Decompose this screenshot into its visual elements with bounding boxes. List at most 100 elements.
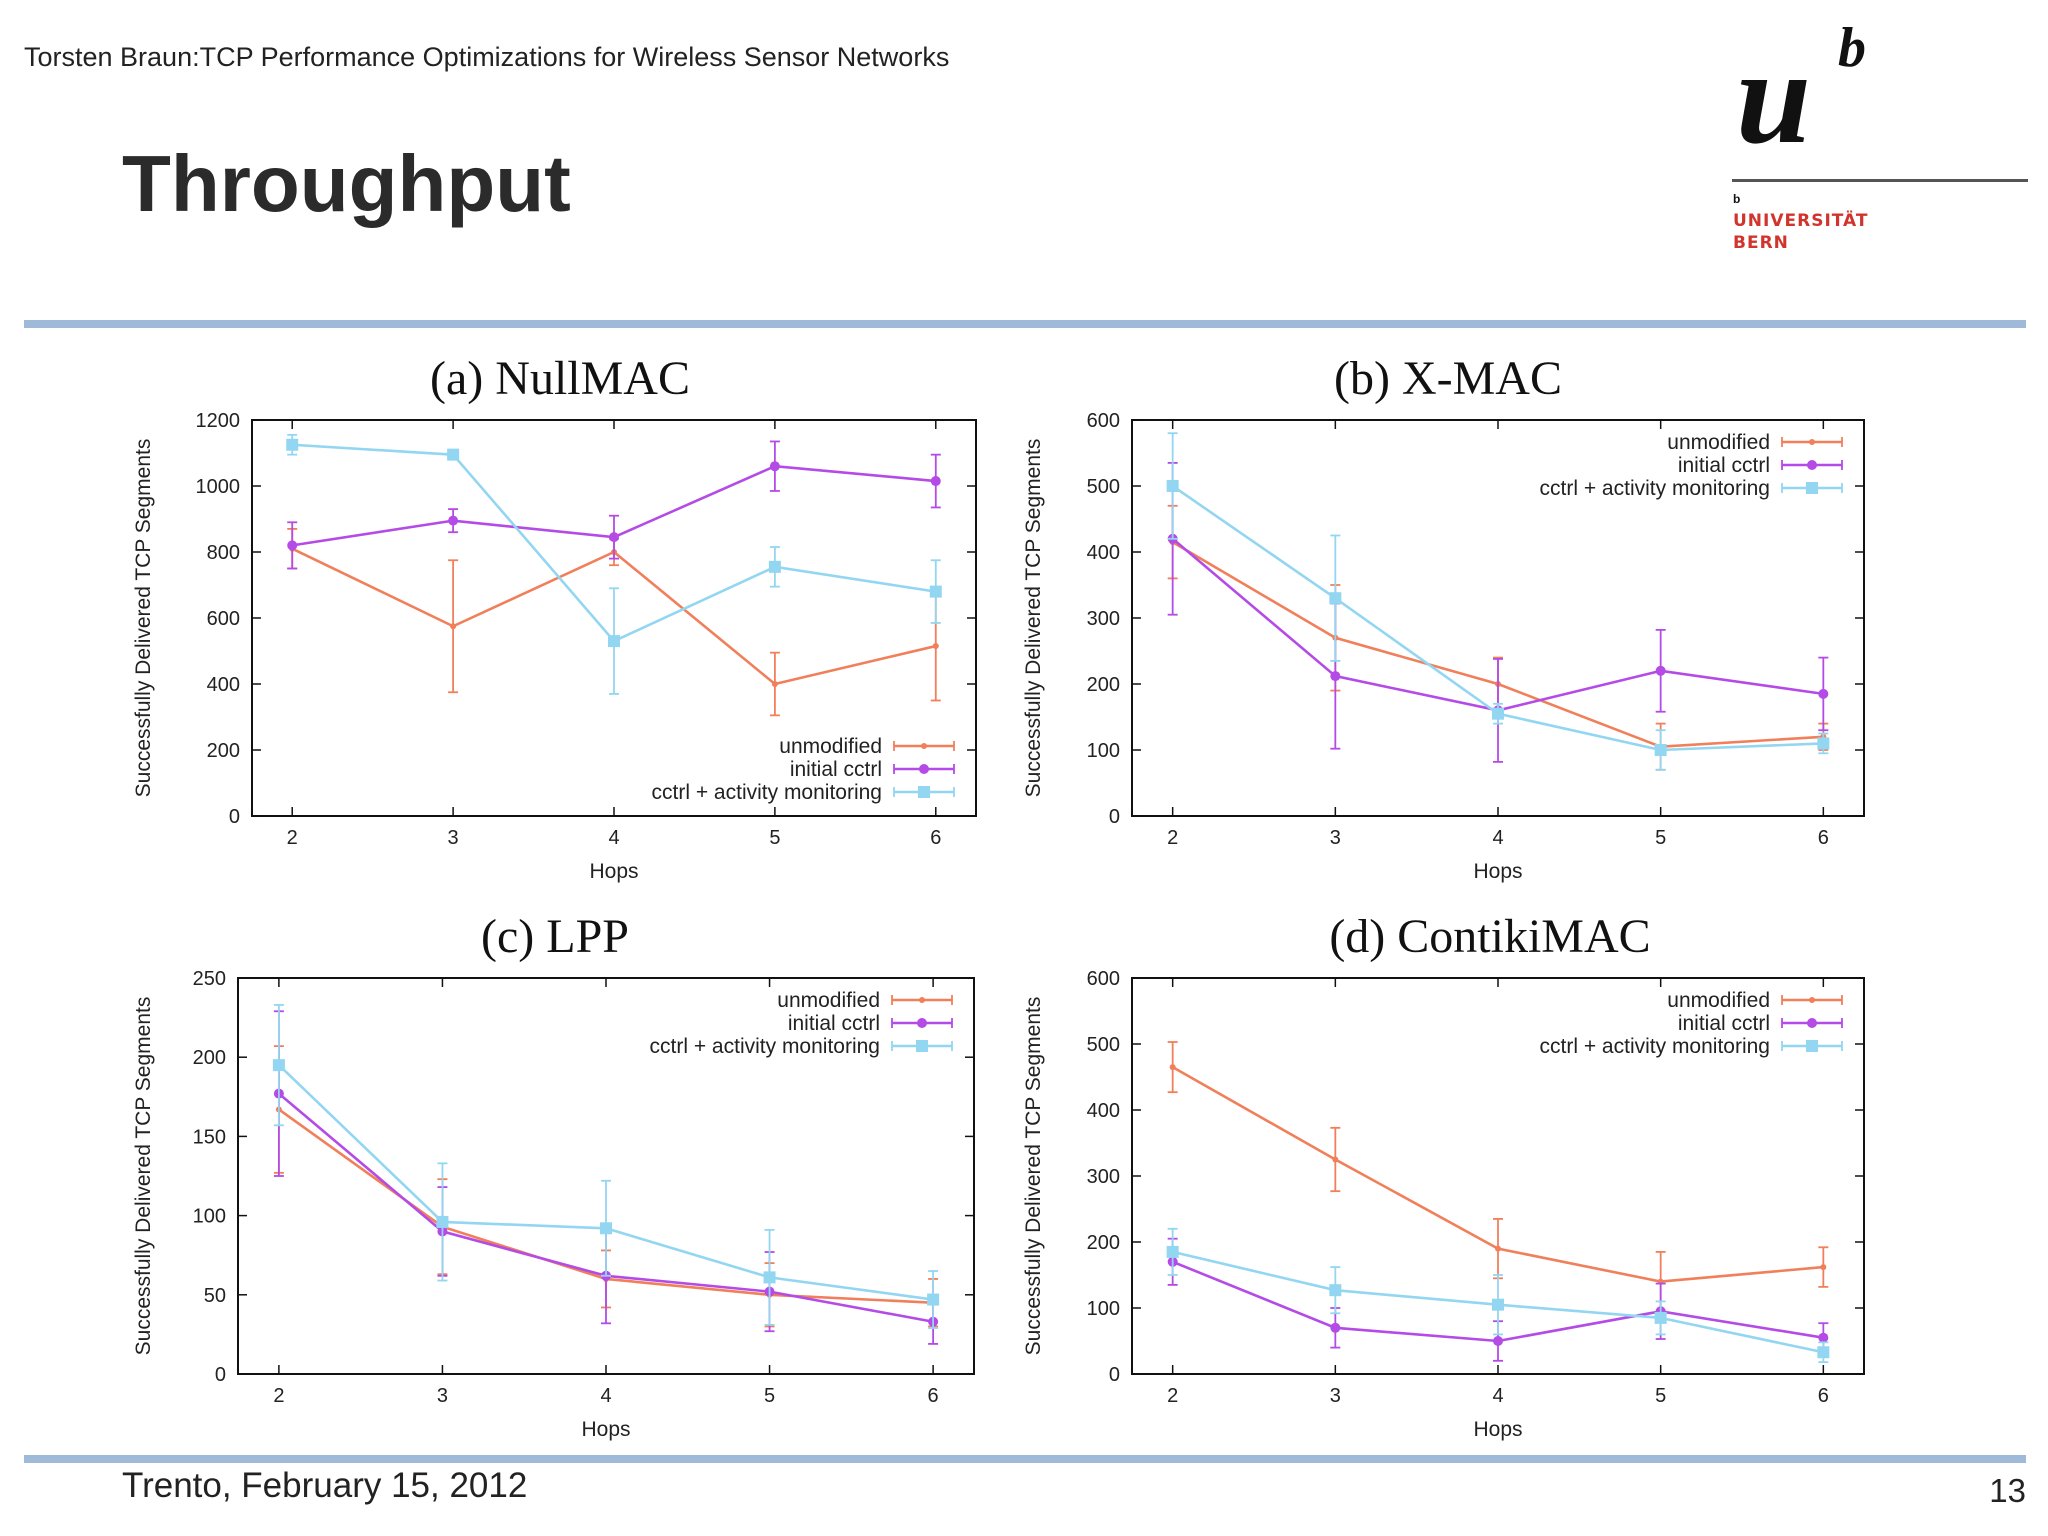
y-tick-label: 300 (1087, 1166, 1120, 1188)
x-tick-label: 3 (448, 827, 459, 849)
legend-label: initial cctrl (788, 1012, 880, 1035)
y-tick-label: 1200 (196, 410, 241, 432)
data-point (930, 476, 941, 487)
chart-title: (b) X-MAC (1334, 352, 1562, 405)
logo-rule (1732, 179, 2028, 182)
chart-3: (c) LPP 0 50 100 150 200 250 2 3 4 5 6 Hops Successfu… (132, 910, 975, 1441)
data-point (287, 540, 298, 551)
chart-title: (d) ContikiMAC (1329, 910, 1650, 963)
data-point (286, 438, 299, 451)
data-point (1493, 1336, 1503, 1346)
data-point (609, 532, 619, 543)
y-tick-label: 400 (207, 674, 240, 696)
chart-2: (b) X-MAC 0 100 200 300 400 500 600 2 3 4 5 6 Hops Suc… (1022, 352, 1865, 883)
y-tick-label: 600 (1087, 410, 1120, 432)
y-tick-label: 0 (1109, 806, 1120, 828)
legend-label: unmodified (1667, 989, 1770, 1012)
legend-marker (919, 997, 925, 1003)
legend-label: cctrl + activity monitoring (1540, 477, 1771, 500)
data-point (436, 1215, 449, 1228)
y-tick-label: 200 (1087, 1232, 1120, 1254)
y-tick-label: 300 (1087, 608, 1120, 630)
legend-marker (1806, 482, 1818, 494)
legend-marker (921, 743, 927, 749)
legend-label: cctrl + activity monitoring (650, 1035, 881, 1058)
data-point (1495, 1245, 1501, 1252)
logo-university-name: UNIVERSITÄT BERN (1733, 210, 1869, 254)
chart-4: (d) ContikiMAC 0 100 200 300 400 500 600 2 3 4 5 6 Ho… (1022, 910, 1865, 1441)
data-point (1818, 1332, 1829, 1343)
legend-marker (1809, 439, 1815, 445)
y-tick-label: 800 (207, 542, 240, 564)
y-axis-label: Successfully Delivered TCP Segments (132, 439, 155, 798)
data-point (447, 448, 460, 461)
footer-date: Trento, February 15, 2012 (122, 1466, 528, 1505)
legend-marker (918, 786, 930, 798)
data-point (1818, 688, 1829, 699)
chart-title: (a) NullMAC (430, 352, 690, 405)
logo-line-2: BERN (1733, 233, 1789, 253)
data-point (1329, 1284, 1342, 1297)
x-tick-label: 2 (287, 827, 298, 849)
y-tick-label: 600 (207, 608, 240, 630)
x-tick-label: 5 (1655, 1385, 1666, 1407)
y-tick-label: 200 (193, 1047, 226, 1069)
legend-label: cctrl + activity monitoring (652, 781, 883, 804)
data-point (1654, 744, 1667, 756)
data-point (1820, 1264, 1827, 1271)
data-point (768, 560, 781, 573)
series-cctrl-activity (272, 1004, 940, 1329)
data-point (1655, 665, 1666, 676)
x-tick-label: 6 (928, 1385, 939, 1407)
x-tick-label: 6 (1818, 827, 1829, 849)
legend-marker (916, 1040, 928, 1052)
data-point (769, 461, 780, 472)
data-point (608, 635, 620, 648)
data-point (272, 1059, 285, 1072)
y-axis-label: Successfully Delivered TCP Segments (1022, 997, 1045, 1356)
series-cctrl-activity (1166, 432, 1830, 771)
y-tick-label: 100 (1087, 1298, 1120, 1320)
data-point (1817, 737, 1830, 750)
series-unmodified (1167, 1041, 1829, 1313)
legend-label: initial cctrl (790, 758, 882, 781)
x-axis-label: Hops (1473, 860, 1522, 883)
x-tick-label: 2 (1167, 1385, 1178, 1407)
logo-b: b (1838, 17, 1866, 79)
y-tick-label: 100 (1087, 740, 1120, 762)
top-divider (24, 320, 2026, 328)
data-point (450, 623, 457, 630)
presentation-header: Torsten Braun:TCP Performance Optimizati… (24, 42, 950, 72)
x-axis-label: Hops (1473, 1418, 1522, 1441)
y-tick-label: 1000 (196, 476, 241, 498)
legend-label: initial cctrl (1678, 454, 1770, 477)
x-axis-label: Hops (589, 860, 638, 883)
x-tick-label: 5 (764, 1385, 775, 1407)
series-cctrl-activity (1166, 1227, 1830, 1364)
legend-label: unmodified (779, 735, 882, 758)
y-axis-label: Successfully Delivered TCP Segments (1022, 439, 1045, 798)
y-tick-label: 0 (215, 1364, 226, 1386)
data-point (1654, 1311, 1667, 1324)
data-point (932, 643, 939, 650)
x-tick-label: 5 (1655, 827, 1666, 849)
y-tick-label: 100 (193, 1206, 226, 1228)
data-point (1330, 671, 1341, 682)
data-point (1817, 1346, 1830, 1359)
y-tick-label: 0 (1109, 1364, 1120, 1386)
logo-u: u (1736, 23, 1812, 172)
data-point (600, 1222, 612, 1235)
university-logo: u b b UNIVERSITÄT BERN (1730, 20, 2030, 260)
legend-label: cctrl + activity monitoring (1540, 1035, 1771, 1058)
data-point (1332, 1156, 1339, 1163)
legend-marker (1807, 1018, 1817, 1028)
chart-1: (a) NullMAC 0 200 400 600 800 1000 1200 2 3 4 5 6 Hop… (132, 352, 977, 883)
x-tick-label: 6 (1818, 1385, 1829, 1407)
bottom-divider (24, 1455, 2026, 1463)
x-tick-label: 4 (1492, 1385, 1503, 1407)
logo-small-b: b (1733, 192, 1741, 206)
data-point (1166, 480, 1179, 492)
legend-marker (919, 764, 929, 774)
legend-marker (1809, 997, 1815, 1003)
